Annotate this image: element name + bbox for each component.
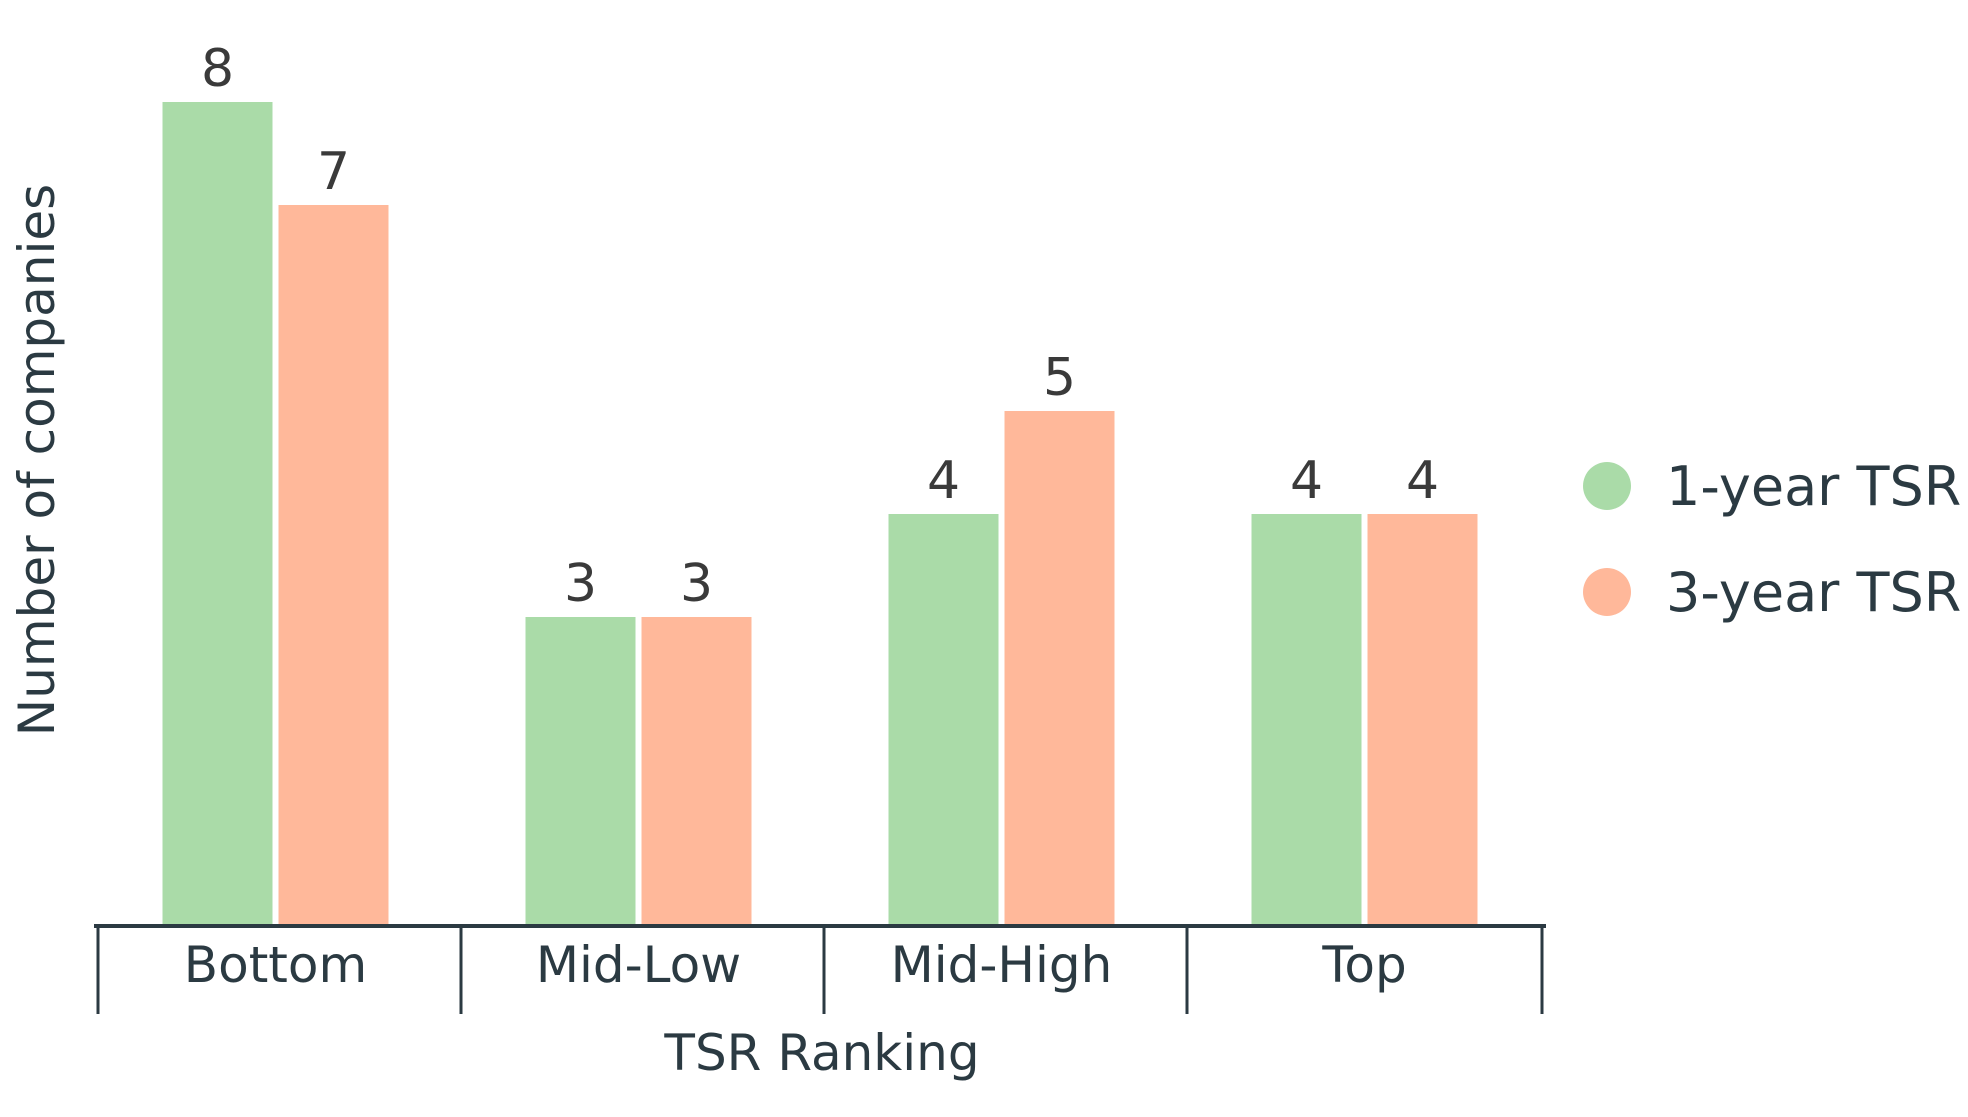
- value-label: 7: [317, 142, 350, 202]
- value-labels-layer: 8 7 3 3 4 5 4 4: [201, 39, 1439, 614]
- category-label-mid-low: Mid-Low: [536, 936, 741, 994]
- bar-mid-high-series-1: [888, 514, 999, 926]
- value-label: 3: [564, 554, 597, 614]
- category-labels-layer: Bottom Mid-Low Mid-High Top: [184, 936, 1407, 994]
- bar-bottom-series-1: [162, 102, 273, 926]
- category-label-top: Top: [1321, 936, 1406, 994]
- value-label: 4: [1406, 451, 1439, 511]
- x-axis-title: TSR Ranking: [663, 1024, 979, 1082]
- category-label-mid-high: Mid-High: [891, 936, 1113, 994]
- bar-top-series-2: [1367, 514, 1478, 926]
- bar-top-series-1: [1251, 514, 1362, 926]
- bar-mid-low-series-1: [525, 617, 636, 926]
- legend-swatch-2: [1583, 568, 1631, 616]
- value-label: 4: [927, 451, 960, 511]
- legend-label-1: 1-year TSR: [1666, 455, 1961, 518]
- legend-swatch-1: [1583, 462, 1631, 510]
- value-label: 4: [1290, 451, 1323, 511]
- legend-label-2: 3-year TSR: [1666, 561, 1961, 624]
- y-axis-title: Number of companies: [8, 184, 66, 736]
- bars-layer: [162, 102, 1478, 926]
- value-label: 5: [1043, 348, 1076, 408]
- x-axis: [94, 924, 1546, 1014]
- bar-bottom-series-2: [278, 205, 389, 926]
- bar-mid-low-series-2: [641, 617, 752, 926]
- value-label: 3: [680, 554, 713, 614]
- value-label: 8: [201, 39, 234, 99]
- bar-mid-high-series-2: [1004, 411, 1115, 926]
- legend: 1-year TSR 3-year TSR: [1583, 455, 1961, 624]
- category-label-bottom: Bottom: [184, 936, 367, 994]
